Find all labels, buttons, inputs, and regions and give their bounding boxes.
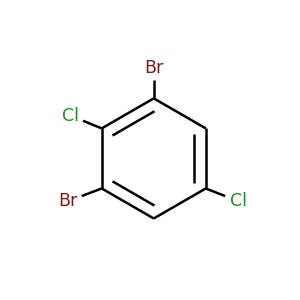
Text: Cl: Cl [62,107,79,125]
Text: Cl: Cl [230,192,247,210]
Text: Br: Br [144,59,164,77]
Text: Br: Br [58,192,78,210]
